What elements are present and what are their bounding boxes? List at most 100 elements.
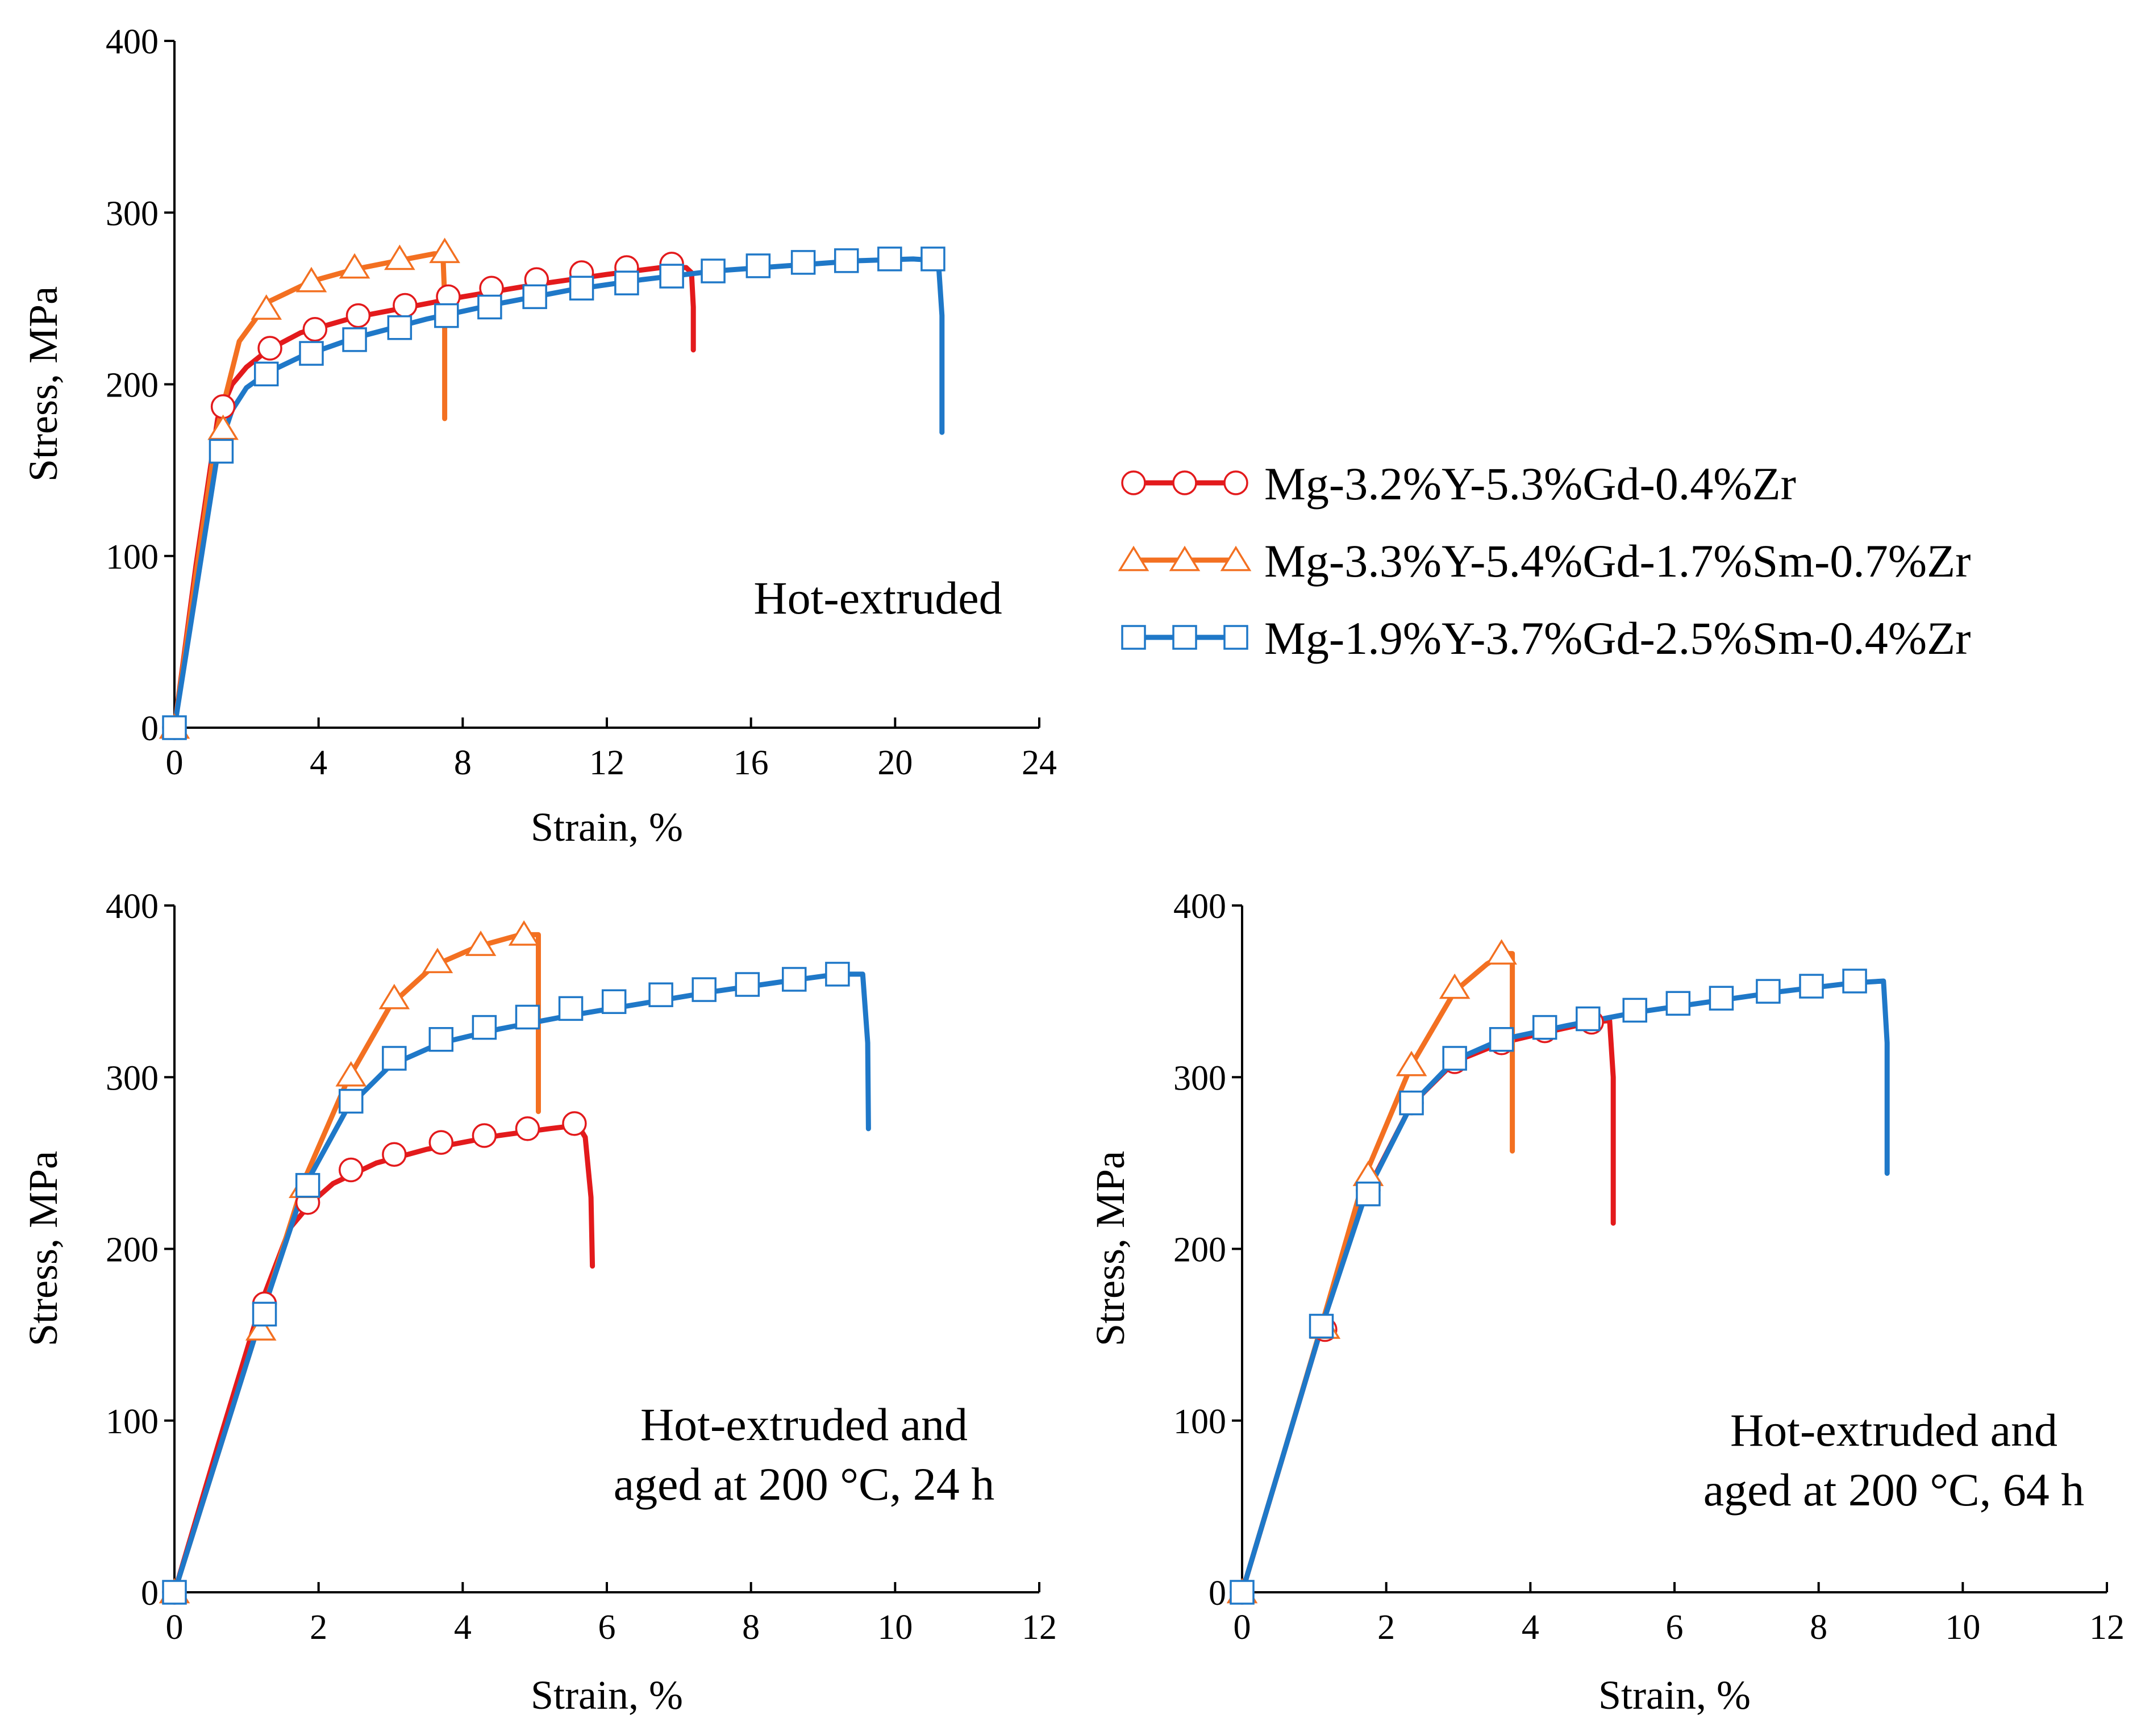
data-point [338,1157,364,1183]
y-tick-label: 400 [1173,887,1226,926]
data-point [1842,969,1867,994]
panel-aged-64h: 0 2 4 6 8 10 12 0 100 200 300 400 Strain, % Stress,… [1088,887,2125,1718]
x-tick-label: 4 [454,1608,472,1647]
data-point [428,1130,454,1155]
data-point [384,244,415,270]
y-axis-title: Stress, MPa [1088,1151,1133,1346]
tick-group: 0 2 4 6 8 10 12 0 100 200 300 400 [106,887,1057,1647]
series-line [1239,978,1890,1595]
legend-item: Mg-1.9%Y-3.7%Gd-2.5%Sm-0.4%Zr [1121,612,1971,664]
x-tick-label: 10 [877,1608,913,1647]
data-point [745,253,771,278]
panel-annotation-line-1: Hot-extruded and [640,1399,968,1450]
legend-marker [1223,470,1248,495]
y-tick-label: 0 [1209,1574,1226,1613]
panel-annotation-line-2: aged at 200 °C, 24 h [614,1458,994,1510]
data-point [465,930,497,956]
y-tick-label: 300 [106,1059,159,1097]
data-point [1396,1050,1427,1076]
data-point [1665,991,1691,1016]
x-tick-label: 2 [1377,1608,1395,1647]
data-point [515,1004,540,1030]
marker-group [159,920,850,1605]
data-point [1399,1090,1424,1116]
data-point [877,247,902,272]
data-point [257,336,282,361]
data-point [601,989,627,1015]
legend-marker [1169,545,1201,571]
data-point [209,439,234,464]
tick-group: 0 2 4 6 8 10 12 0 100 200 300 400 [1173,887,2125,1647]
y-tick-label: 0 [141,710,159,748]
x-tick-label: 16 [734,744,769,782]
data-point [251,294,282,320]
data-point [382,1046,407,1071]
x-tick-label: 0 [166,744,184,782]
data-point [472,1015,497,1040]
data-point [342,327,367,352]
y-axis-title: Stress, MPa [20,286,66,482]
y-tick-label: 100 [106,1403,159,1441]
legend-marker [1121,625,1146,650]
x-axis-title: Strain, % [1598,1672,1751,1718]
x-tick-label: 0 [166,1608,184,1647]
x-tick-label: 8 [742,1608,760,1647]
x-axis-title: Strain, % [531,804,683,850]
x-tick-label: 6 [1666,1608,1684,1647]
panel-aged-24h: 0 2 4 6 8 10 12 0 100 200 300 400 Strain, % Stress,… [20,887,1057,1718]
data-point [1439,973,1471,999]
legend-marker [1223,625,1248,650]
x-tick-label: 6 [598,1608,616,1647]
data-point [825,962,850,987]
data-point [472,1123,497,1148]
data-point [1442,1046,1467,1071]
data-point [569,276,594,301]
x-tick-label: 24 [1022,744,1057,782]
data-point [387,315,413,340]
marker-group [1226,939,1867,1605]
data-point [1356,1182,1381,1207]
x-tick-label: 10 [1945,1608,1980,1647]
marker-group [159,237,945,740]
y-tick-label: 400 [106,887,159,926]
panel-annotation-line-1: Hot-extruded and [1730,1404,2057,1456]
data-point [378,983,410,1009]
y-tick-label: 0 [141,1574,159,1613]
series-line [1239,1018,1616,1595]
data-point [302,317,328,342]
data-point [339,253,370,279]
data-point [508,920,540,946]
data-point [782,967,807,992]
data-point [692,977,717,1002]
legend-marker [1172,470,1197,495]
y-tick-label: 200 [106,366,159,405]
data-point [515,1116,540,1141]
data-point [1799,974,1824,999]
legend-marker [1118,545,1149,571]
y-tick-label: 200 [1173,1231,1226,1270]
x-tick-label: 0 [1234,1608,1251,1647]
data-point [1309,1313,1334,1339]
data-point [1230,1580,1255,1605]
data-point [834,248,859,273]
x-tick-label: 4 [310,744,327,782]
data-point [562,1111,587,1136]
data-point [522,284,547,310]
data-point [659,264,684,289]
legend-label: Mg-3.2%Y-5.3%Gd-0.4%Zr [1264,458,1796,510]
data-point [434,303,459,328]
data-point [345,303,371,328]
y-tick-label: 400 [106,23,159,61]
x-tick-label: 20 [877,744,913,782]
data-point [1756,979,1781,1004]
data-point [382,1142,407,1167]
panel-hot-extruded: 0 4 8 12 16 20 24 0 100 200 300 400 Strain, % Stres… [20,23,1057,850]
data-point [299,341,324,366]
legend-item: Mg-3.2%Y-5.3%Gd-0.4%Zr [1121,458,1796,510]
series-line [172,265,696,731]
legend-marker [1121,470,1146,495]
data-point [422,948,453,974]
y-tick-label: 100 [106,538,159,577]
data-point [558,996,584,1021]
legend-item: Mg-3.3%Y-5.4%Gd-1.7%Sm-0.7%Zr [1118,535,1971,587]
